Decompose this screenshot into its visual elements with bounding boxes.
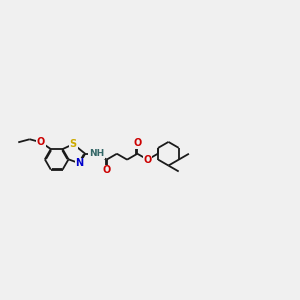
Text: O: O <box>103 165 111 175</box>
Text: S: S <box>70 139 77 149</box>
Text: O: O <box>37 137 45 147</box>
Text: O: O <box>143 154 152 165</box>
Text: N: N <box>76 158 84 168</box>
Text: NH: NH <box>89 149 104 158</box>
Text: O: O <box>133 138 142 148</box>
